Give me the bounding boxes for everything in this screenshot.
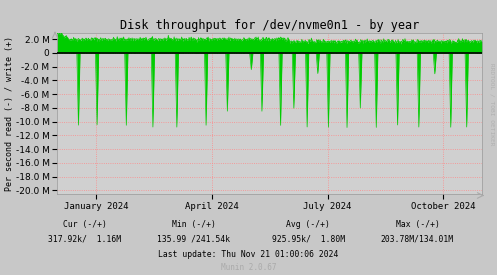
Text: 135.99 /241.54k: 135.99 /241.54k	[157, 235, 231, 244]
Y-axis label: Per second read (-) / write (+): Per second read (-) / write (+)	[5, 36, 14, 191]
Text: Cur (-/+): Cur (-/+)	[63, 220, 106, 229]
Text: 925.95k/  1.80M: 925.95k/ 1.80M	[271, 235, 345, 244]
Text: Min (-/+): Min (-/+)	[172, 220, 216, 229]
Title: Disk throughput for /dev/nvme0n1 - by year: Disk throughput for /dev/nvme0n1 - by ye…	[120, 19, 419, 32]
Text: Avg (-/+): Avg (-/+)	[286, 220, 330, 229]
Text: 203.78M/134.01M: 203.78M/134.01M	[381, 235, 454, 244]
Text: Munin 2.0.67: Munin 2.0.67	[221, 263, 276, 272]
Text: Last update: Thu Nov 21 01:00:06 2024: Last update: Thu Nov 21 01:00:06 2024	[159, 250, 338, 259]
Text: RRDTOOL / TOBI OETIKER: RRDTOOL / TOBI OETIKER	[490, 63, 495, 146]
Text: 317.92k/  1.16M: 317.92k/ 1.16M	[48, 235, 121, 244]
Text: Max (-/+): Max (-/+)	[396, 220, 439, 229]
